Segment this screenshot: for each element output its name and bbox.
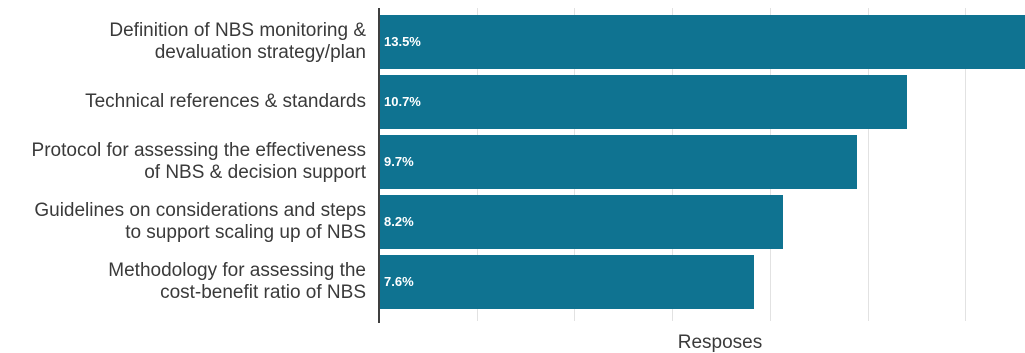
bar-data-label: 13.5%	[384, 34, 421, 49]
category-label: Technical references & standards	[0, 91, 366, 113]
category-label-line: Methodology for assessing the	[108, 260, 366, 281]
bar-data-label: 10.7%	[384, 94, 421, 109]
gridline	[868, 8, 869, 321]
gridline	[965, 8, 966, 321]
x-axis-title: Resposes	[677, 332, 763, 353]
category-label-line: Technical references & standards	[85, 91, 366, 112]
category-label: Definition of NBS monitoring & devaluatio…	[0, 20, 366, 64]
category-label-line: to support scaling up of NBS	[125, 222, 366, 243]
bar	[379, 75, 907, 129]
category-label-line: Protocol for assessing the effectiveness	[31, 140, 366, 161]
bar	[379, 15, 1025, 69]
bar	[379, 255, 754, 309]
category-label: Guidelines on considerations and steps to…	[0, 200, 366, 244]
bar	[379, 135, 858, 189]
category-label: Methodology for assessing the cost-benefi…	[0, 260, 366, 304]
category-label-line: Guidelines on considerations and steps	[34, 200, 366, 221]
bar-data-label: 9.7%	[384, 154, 414, 169]
category-label-line: Definition of NBS monitoring &	[109, 20, 366, 41]
y-axis-line	[378, 8, 380, 323]
category-label-line: cost-benefit ratio of NBS	[160, 282, 366, 303]
category-label-line: of NBS & decision support	[144, 162, 366, 183]
category-label: Protocol for assessing the effectiveness…	[0, 140, 366, 184]
bar-data-label: 7.6%	[384, 274, 414, 289]
category-label-line: devaluation strategy/plan	[154, 42, 366, 63]
bar-data-label: 8.2%	[384, 214, 414, 229]
bar	[379, 195, 784, 249]
